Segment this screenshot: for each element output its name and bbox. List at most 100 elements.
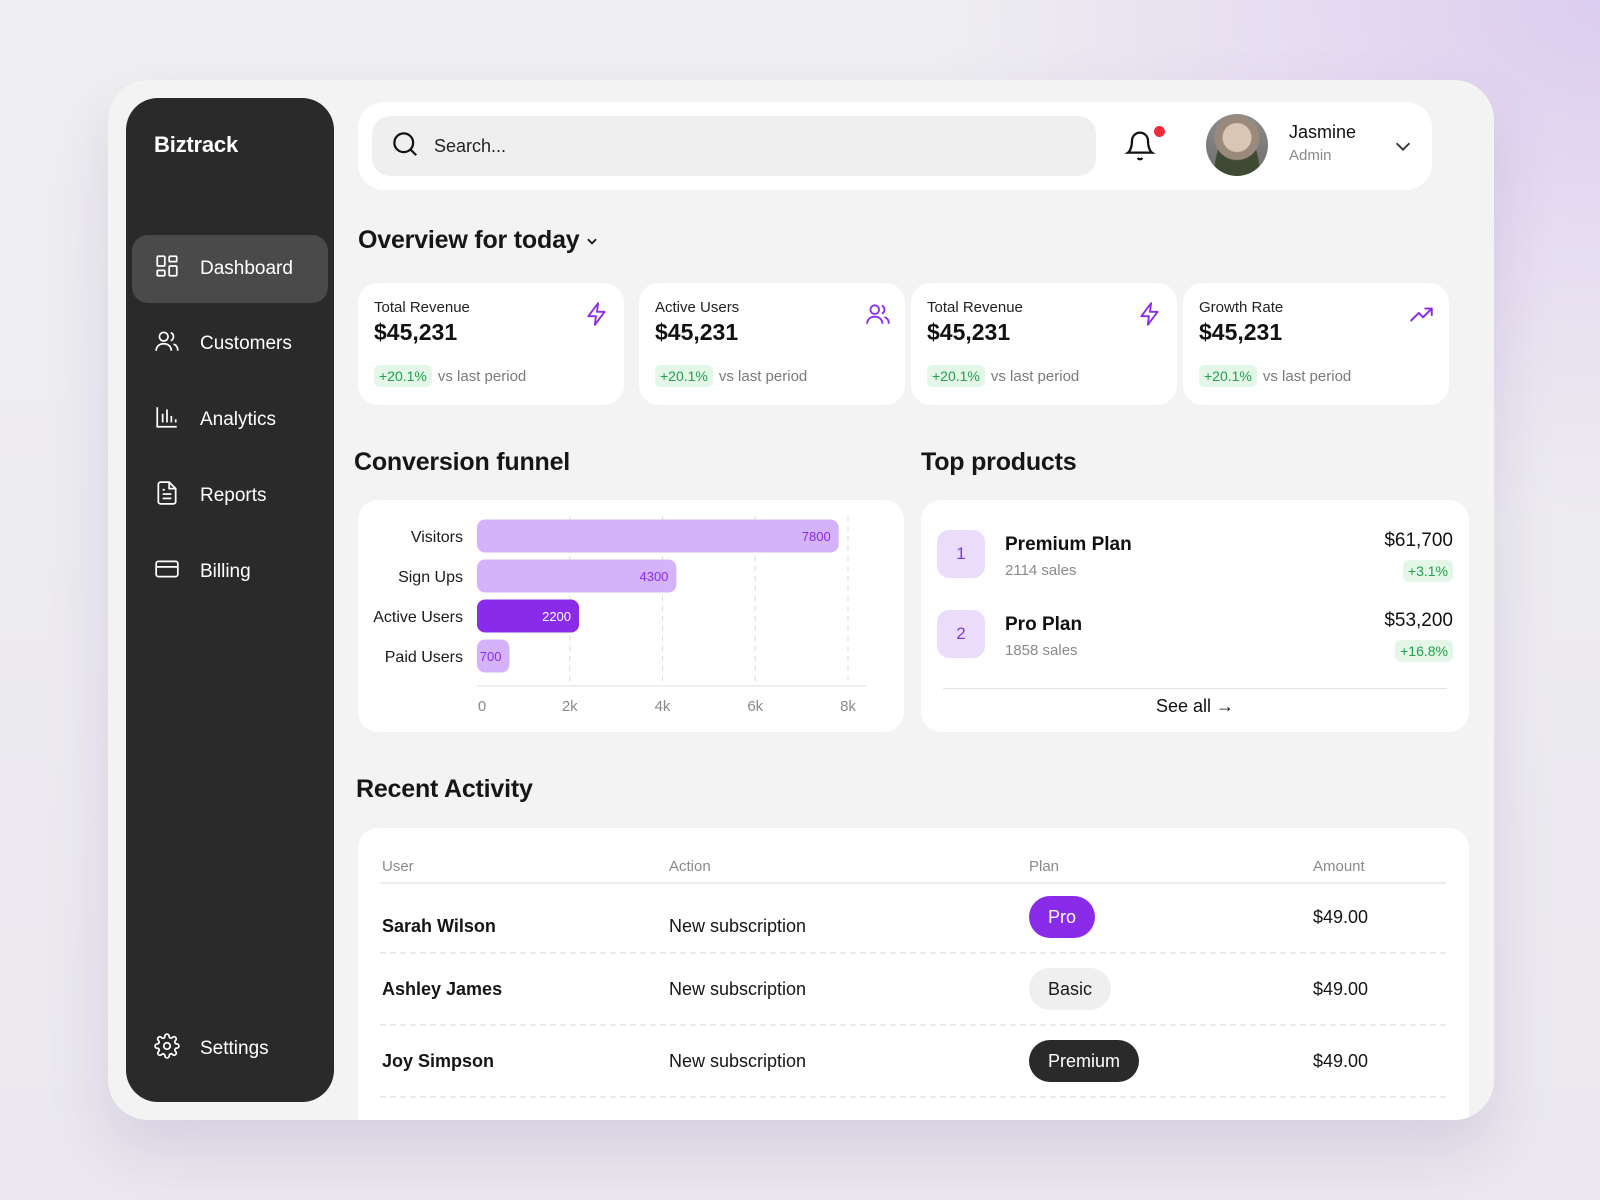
bar-value-label: 4300 [639,569,668,584]
stat-value: $45,231 [1199,319,1283,345]
bar-value-label: 2200 [542,609,571,624]
sidebar-item-label: Analytics [200,409,277,430]
chevron-down-icon[interactable] [1392,135,1414,157]
sidebar-item-reports[interactable]: Reports [132,462,328,530]
cell-user: Ashley James [382,979,503,999]
sidebar-item-billing[interactable]: Billing [132,538,328,606]
avatar[interactable] [1206,114,1268,176]
change-badge: +20.1% [374,365,432,387]
plan-badge-basic: Basic [1029,968,1112,1010]
credit-card-icon [154,556,180,588]
row-divider [380,952,1446,954]
stat-card-total-revenue-2: Total Revenue $45,231 +20.1% vs last per… [911,283,1177,405]
see-all-link[interactable]: See all → [1155,696,1235,716]
funnel-bar [477,559,677,593]
lightning-icon [1137,301,1163,327]
x-tick-label: 0 [478,698,486,715]
cell-user: Joy Simpson [382,1051,495,1071]
funnel-chart: 0 2k 4k 6k 8k Visitors 7800 Sign Ups 4300 Active … [373,516,866,715]
products-title: Top products [921,448,1077,476]
divider [943,688,1447,689]
stat-label: Active Users [655,299,740,316]
bar-chart-icon [154,404,180,436]
stat-card-growth-rate: Growth Rate $45,231 +20.1% vs last perio… [1183,283,1449,405]
sidebar-item-customers[interactable]: Customers [132,310,328,378]
x-tick-label: 4k [655,698,671,715]
sidebar-item-label: Dashboard [200,258,293,279]
activity-title: Recent Activity [356,775,533,803]
funnel-card: 0 2k 4k 6k 8k Visitors 7800 Sign Ups 4300 Active … [358,500,904,732]
stat-footer: +20.1% vs last period [1199,365,1351,387]
bar-value-label: 7800 [802,529,831,544]
sidebar: Biztrack Dashboard Customers Analytics R… [126,98,334,1102]
product-row[interactable]: 2 Pro Plan 1858 sales $53,200 +16.8% [937,604,1453,674]
product-rank: 2 [937,610,985,658]
stat-value: $45,231 [655,319,739,345]
product-name: Premium Plan [1005,534,1132,555]
sidebar-item-label: Billing [200,561,251,582]
cell-amount: $49.00 [1313,1051,1369,1071]
document-icon [154,480,180,512]
funnel-title: Conversion funnel [354,448,571,476]
stat-footer: +20.1% vs last period [927,365,1079,387]
chevron-down-icon [585,226,599,255]
funnel-bar [477,639,510,673]
stat-card-total-revenue: Total Revenue $45,231 +20.1% vs last per… [358,283,624,405]
activity-table: User Action Plan Amount Sarah Wilson New… [358,828,1469,1120]
users-icon [865,301,891,327]
bar-category-label: Sign Ups [398,569,463,586]
sidebar-item-analytics[interactable]: Analytics [132,386,328,454]
brand-logo: Biztrack [154,132,238,157]
search-input[interactable] [434,135,1034,157]
users-icon [154,328,180,360]
column-header-plan: Plan [1029,858,1060,875]
row-divider [380,1024,1446,1026]
sidebar-item-label: Reports [200,485,267,506]
column-header-user: User [382,858,414,875]
products-card: 1 Premium Plan 2114 sales $61,700 +3.1% … [921,500,1469,732]
bar-value-label: 700 [480,649,502,664]
header-divider [380,882,1446,884]
stat-value: $45,231 [374,319,458,345]
plan-badge-premium: Premium [1029,1040,1140,1082]
product-sales: 2114 sales [1005,562,1077,579]
change-note: vs last period [437,367,527,385]
cell-action: New subscription [669,916,807,936]
funnel-bar [477,519,839,553]
bar-category-label: Active Users [373,609,463,626]
top-bar: Jasmine Admin [358,102,1432,190]
sidebar-item-settings[interactable]: Settings [132,1015,328,1083]
sidebar-item-dashboard[interactable]: Dashboard [132,235,328,303]
change-note: vs last period [718,367,808,385]
sidebar-item-label: Settings [200,1038,269,1059]
bar-category-label: Visitors [411,529,463,546]
stat-label: Total Revenue [927,299,1023,316]
column-header-amount: Amount [1313,858,1365,875]
user-name: Jasmine [1289,122,1357,142]
product-change-badge: +16.8% [1395,640,1453,662]
product-sales: 1858 sales [1005,642,1078,659]
row-divider [380,1096,1446,1098]
funnel-bar [477,599,580,633]
overview-title-text: Overview for today [358,226,580,254]
x-tick-label: 6k [747,698,763,715]
search-icon [390,129,420,164]
notification-bell-icon[interactable] [1124,128,1156,164]
x-tick-label: 2k [562,698,578,715]
product-rank: 1 [937,530,985,578]
product-amount: $61,700 [1384,530,1453,551]
overview-title[interactable]: Overview for today [358,226,599,255]
change-badge: +20.1% [655,365,713,387]
app-window: Biztrack Dashboard Customers Analytics R… [108,80,1494,1120]
stat-label: Growth Rate [1199,299,1284,316]
stat-value: $45,231 [927,319,1011,345]
stat-footer: +20.1% vs last period [374,365,526,387]
x-tick-label: 8k [840,698,856,715]
stat-card-active-users: Active Users $45,231 +20.1% vs last peri… [639,283,905,405]
cell-action: New subscription [669,979,807,999]
product-row[interactable]: 1 Premium Plan 2114 sales $61,700 +3.1% [937,524,1453,594]
cell-amount: $49.00 [1313,907,1369,927]
cell-action: New subscription [669,1051,807,1071]
bar-category-label: Paid Users [385,649,463,666]
change-badge: +20.1% [1199,365,1257,387]
